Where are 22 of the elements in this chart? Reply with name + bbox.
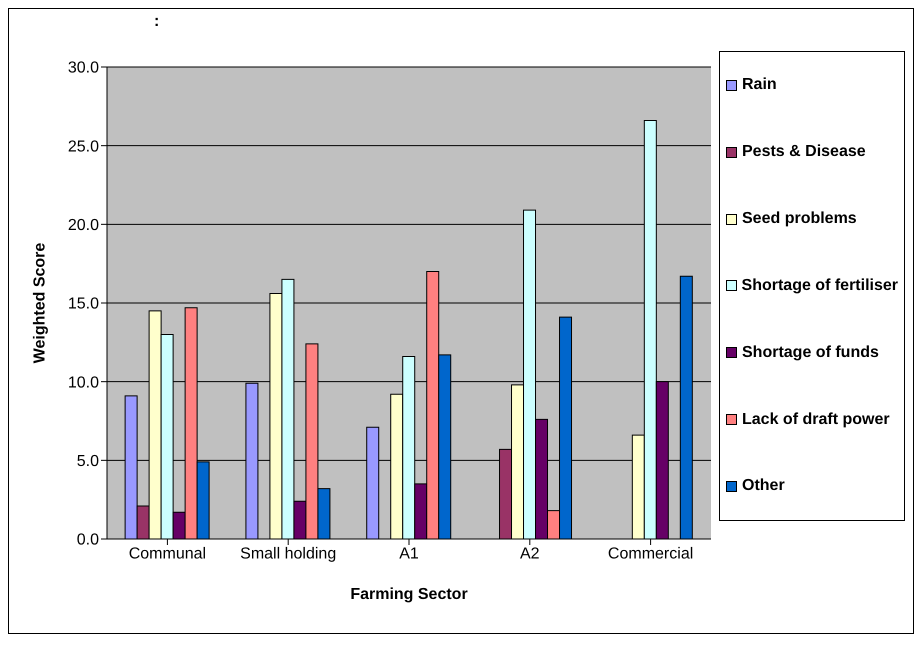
y-tick-label: 15.0 (68, 296, 100, 313)
x-tick-label: A2 (520, 545, 540, 562)
y-tick-label: 5.0 (76, 453, 100, 470)
x-axis-title: Farming Sector (350, 586, 468, 603)
y-tick-label: 25.0 (68, 138, 100, 156)
x-tick-label: A1 (399, 545, 419, 562)
x-tick-label: Commercial (608, 545, 694, 562)
y-tick-label: 20.0 (68, 217, 100, 234)
chart-title: : (154, 13, 160, 31)
y-tick-label: 0.0 (76, 532, 100, 549)
legend-label: Rain (742, 76, 777, 94)
y-tick-label: 10.0 (68, 374, 100, 392)
x-tick-label: Communal (128, 545, 206, 562)
legend-label: Seed problems (742, 210, 857, 228)
y-tick-label: 30.0 (68, 60, 100, 77)
legend-label: Shortage of fertiliser (742, 276, 898, 295)
legend-label: Other (742, 477, 785, 496)
legend-label: Lack of draft power (742, 410, 890, 429)
legend-label: Pests & Disease (742, 143, 866, 162)
legend-label: Shortage of funds (742, 344, 879, 362)
y-axis-title: Weighted Score (32, 242, 49, 364)
x-tick-label: Small holding (240, 545, 336, 562)
